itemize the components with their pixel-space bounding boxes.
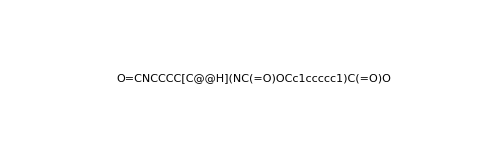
Text: O=CNCCCC[C@@H](NC(=O)OCc1ccccc1)C(=O)O: O=CNCCCC[C@@H](NC(=O)OCc1ccccc1)C(=O)O: [117, 73, 392, 83]
